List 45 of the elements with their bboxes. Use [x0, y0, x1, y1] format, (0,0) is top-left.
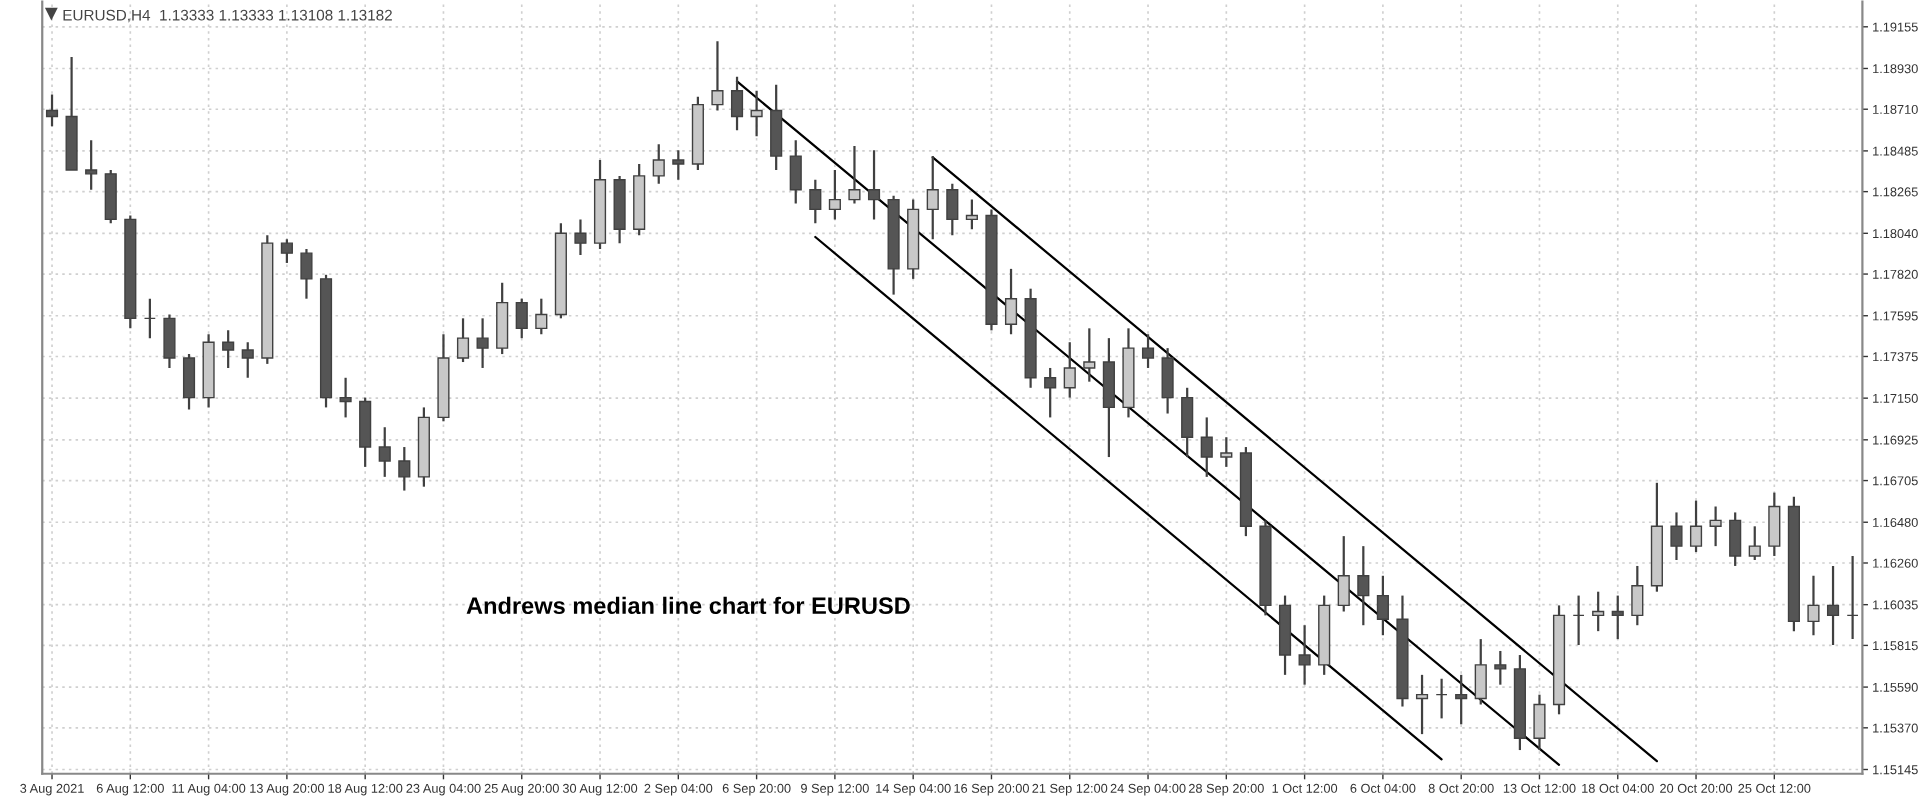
candlestick: [1141, 333, 1155, 370]
candlestick: [339, 376, 352, 419]
candlestick: [1455, 673, 1468, 726]
candlestick: [1435, 677, 1448, 720]
candlestick: [1200, 416, 1213, 478]
candlestick: [1572, 594, 1585, 647]
candlestick: [85, 139, 98, 191]
candlestick: [672, 149, 685, 181]
candlestick: [770, 83, 783, 172]
candlestick: [104, 168, 117, 225]
candlestick: [1611, 594, 1624, 641]
candlestick: [378, 426, 391, 478]
candlestick: [1494, 649, 1507, 686]
candlestick: [946, 182, 959, 237]
candlestick: [574, 218, 587, 257]
candlestick: [1357, 545, 1370, 627]
annotation: Andrews median line chart for EURUSD: [466, 596, 910, 615]
candlestick: [809, 178, 822, 225]
candlestick: [1748, 525, 1761, 562]
candlestick: [730, 75, 744, 132]
candlestick: [241, 341, 254, 379]
candlestick: [1826, 564, 1840, 647]
candlestick: [1181, 386, 1194, 459]
candlestick: [182, 352, 196, 411]
candlestick: [143, 297, 156, 340]
candlestick: [515, 297, 528, 340]
candlestick: [1161, 347, 1174, 415]
candlestick: [1298, 624, 1311, 686]
candlestick: [300, 247, 313, 300]
candlestick: [222, 329, 235, 370]
candlestick: [1376, 574, 1389, 637]
candlestick: [965, 198, 978, 231]
candlestick: [789, 139, 802, 205]
candlestick: [1846, 554, 1859, 641]
candlestick: [1729, 511, 1742, 568]
candlestick: [1670, 511, 1683, 562]
candlestick: [398, 445, 411, 492]
candlestick: [476, 317, 489, 370]
candlestick: [280, 238, 293, 265]
candlestick: [359, 396, 372, 468]
candlestick: [1102, 337, 1115, 459]
candlestick: [163, 313, 176, 370]
candlestick: [867, 149, 881, 221]
candlestick: [45, 93, 59, 128]
candlestick: [1044, 366, 1057, 419]
